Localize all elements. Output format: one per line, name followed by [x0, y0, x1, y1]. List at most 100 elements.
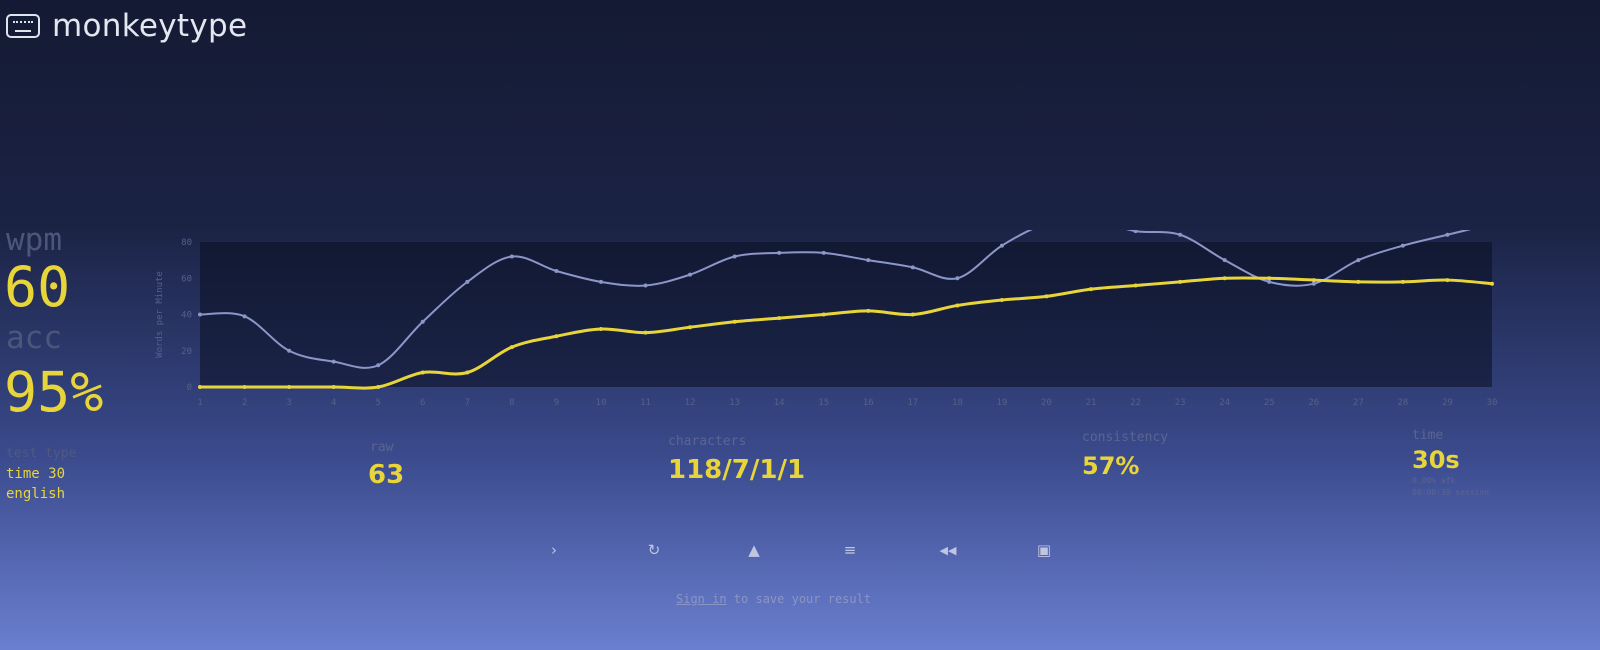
x-tick-label: 27 [1353, 398, 1364, 408]
x-tick-label: 7 [465, 398, 470, 408]
data-point-raw [955, 276, 960, 281]
acc-value: 95% [4, 360, 104, 424]
y-axis-label: Words per Minute [155, 271, 165, 358]
x-tick-label: 8 [509, 398, 514, 408]
chevron-right-icon: › [551, 541, 557, 559]
x-tick-label: 19 [997, 398, 1008, 408]
data-point-wpm [866, 308, 871, 313]
x-tick-label: 20 [1041, 398, 1052, 408]
toggle-words-history-button[interactable]: ≡ [838, 538, 862, 562]
data-point-wpm [732, 319, 737, 324]
x-tick-label: 22 [1130, 398, 1141, 408]
data-point-raw [465, 279, 470, 284]
data-point-wpm [331, 385, 336, 389]
time-value[interactable]: 30s [1412, 446, 1460, 474]
data-point-raw [688, 272, 693, 277]
data-point-raw [777, 250, 782, 255]
data-point-raw [866, 258, 871, 263]
wpm-value: 60 [4, 255, 71, 319]
x-tick-label: 3 [286, 398, 291, 408]
data-point-raw [598, 279, 603, 284]
x-tick-label: 28 [1397, 398, 1408, 408]
y-tick-label: 80 [181, 238, 192, 248]
x-tick-label: 4 [331, 398, 336, 408]
data-point-wpm [1445, 278, 1450, 283]
data-point-raw [1133, 230, 1138, 234]
app-name: monkeytype [52, 8, 248, 44]
restart-test-button[interactable]: ↻ [642, 538, 666, 562]
data-point-wpm [821, 312, 826, 317]
data-point-wpm [1267, 276, 1272, 281]
data-point-raw [1267, 279, 1272, 284]
x-tick-label: 24 [1219, 398, 1230, 408]
data-point-wpm [509, 345, 514, 350]
consistency-label: consistency [1082, 430, 1169, 445]
data-point-wpm [1356, 279, 1361, 284]
data-point-wpm [1490, 281, 1494, 286]
data-point-raw [376, 363, 381, 368]
data-point-wpm [1089, 287, 1094, 292]
data-point-wpm [1178, 279, 1183, 284]
data-point-raw [1222, 258, 1227, 263]
data-point-raw [1400, 243, 1405, 248]
x-tick-label: 26 [1308, 398, 1319, 408]
x-tick-label: 1 [197, 398, 202, 408]
data-point-wpm [1400, 279, 1405, 284]
data-point-wpm [1222, 276, 1227, 281]
x-tick-label: 30 [1487, 398, 1498, 408]
raw-label: raw [370, 440, 394, 455]
save-screenshot-button[interactable]: ▣ [1032, 538, 1056, 562]
time-afk: 0.00% afk [1412, 476, 1456, 485]
data-point-raw [1311, 281, 1316, 286]
acc-label: acc [6, 320, 62, 356]
data-point-wpm [1311, 278, 1316, 283]
data-point-wpm [955, 303, 960, 308]
data-point-wpm [376, 385, 381, 389]
x-tick-label: 25 [1264, 398, 1275, 408]
consistency-value[interactable]: 57% [1082, 452, 1140, 480]
x-tick-label: 11 [640, 398, 651, 408]
x-tick-label: 21 [1086, 398, 1097, 408]
app-logo[interactable]: monkeytype [6, 8, 247, 44]
y-tick-label: 40 [181, 311, 192, 321]
x-tick-label: 9 [554, 398, 559, 408]
data-point-raw [1178, 232, 1183, 237]
data-point-wpm [554, 334, 559, 339]
series-line-wpm [198, 276, 1494, 390]
wpm-label: wpm [6, 222, 62, 258]
next-test-button[interactable]: › [542, 538, 566, 562]
x-tick-label: 23 [1175, 398, 1186, 408]
rewind-icon: ◀◀ [939, 543, 957, 557]
data-point-raw [287, 348, 292, 353]
x-tick-label: 15 [818, 398, 829, 408]
watch-replay-button[interactable]: ◀◀ [936, 538, 960, 562]
test-type-label: test type [6, 446, 77, 461]
data-point-wpm [910, 312, 915, 317]
characters-value[interactable]: 118/7/1/1 [668, 455, 806, 485]
data-point-raw [999, 243, 1004, 248]
data-point-raw [242, 314, 247, 319]
practice-words-button[interactable]: ▲ [742, 538, 766, 562]
data-point-raw [910, 265, 915, 270]
signin-link[interactable]: Sign in [676, 592, 727, 606]
data-point-wpm [242, 385, 247, 389]
x-tick-label: 13 [729, 398, 740, 408]
data-point-raw [331, 359, 336, 364]
x-tick-label: 29 [1442, 398, 1453, 408]
x-tick-label: 2 [242, 398, 247, 408]
test-type-language: english [6, 486, 66, 502]
data-point-wpm [1133, 283, 1138, 288]
warning-icon: ▲ [748, 541, 760, 559]
data-point-wpm [643, 330, 648, 335]
data-point-wpm [287, 385, 292, 389]
data-point-wpm [688, 325, 693, 330]
data-point-wpm [999, 298, 1004, 302]
x-tick-label: 18 [952, 398, 963, 408]
restart-icon: ↻ [647, 541, 661, 559]
y-tick-label: 0 [187, 383, 192, 393]
list-icon: ≡ [843, 541, 857, 559]
x-tick-label: 17 [907, 398, 918, 408]
series-line-raw [199, 230, 1472, 369]
signin-notice: Sign in to save your result [676, 592, 871, 606]
